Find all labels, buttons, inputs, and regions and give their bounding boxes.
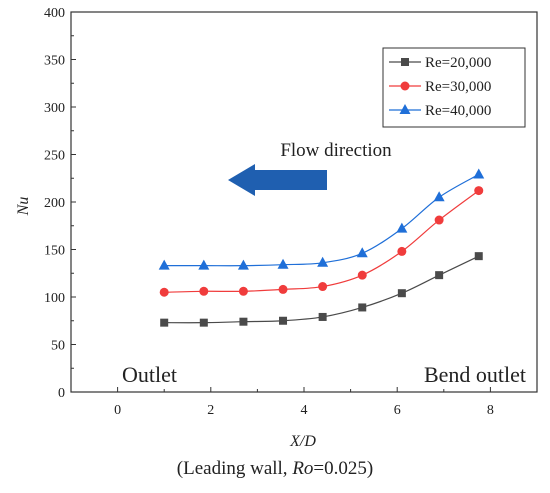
data-point bbox=[435, 271, 444, 280]
y-tick-label: 200 bbox=[44, 196, 65, 211]
data-point bbox=[358, 303, 367, 312]
axis-tick-labels: 0 50 100 150 200 250 300 350 400 0 2 4 6 8 bbox=[44, 6, 494, 418]
y-tick-label: 400 bbox=[44, 6, 65, 21]
data-point bbox=[318, 312, 327, 321]
data-point bbox=[159, 287, 169, 297]
data-point bbox=[397, 289, 406, 298]
legend: Re=20,000 Re=30,000 Re=40,000 bbox=[382, 47, 526, 128]
data-point bbox=[474, 252, 483, 261]
data-point bbox=[199, 286, 209, 296]
flow-arrow-icon bbox=[228, 164, 327, 196]
data-point bbox=[317, 256, 329, 267]
data-point bbox=[277, 258, 289, 269]
x-tick-label: 4 bbox=[301, 403, 308, 418]
legend-label: Re=20,000 bbox=[425, 55, 491, 71]
outlet-label: Outlet bbox=[122, 362, 177, 387]
legend-label: Re=40,000 bbox=[425, 103, 491, 119]
data-point bbox=[158, 259, 170, 270]
bend-outlet-label: Bend outlet bbox=[424, 362, 526, 387]
series-3 bbox=[158, 168, 485, 270]
data-point bbox=[473, 168, 485, 179]
legend-marker bbox=[401, 58, 409, 66]
axis-ticks bbox=[71, 11, 491, 393]
x-tick-label: 2 bbox=[207, 403, 214, 418]
legend-label: Re=30,000 bbox=[425, 79, 491, 95]
y-tick-label: 250 bbox=[44, 149, 65, 164]
y-axis-title: Nu bbox=[15, 197, 32, 217]
data-point bbox=[160, 318, 169, 327]
y-tick-label: 150 bbox=[44, 244, 65, 259]
data-point bbox=[198, 259, 210, 270]
data-point bbox=[278, 284, 288, 294]
x-axis-title: X/D bbox=[289, 433, 316, 450]
y-tick-label: 50 bbox=[51, 339, 65, 354]
y-tick-label: 350 bbox=[44, 54, 65, 69]
series-2 bbox=[159, 186, 484, 297]
data-point bbox=[474, 186, 484, 196]
figure-caption: (Leading wall, Ro=0.025) bbox=[0, 458, 550, 480]
series-layer bbox=[158, 168, 485, 327]
data-point bbox=[356, 247, 368, 258]
data-point bbox=[433, 191, 445, 202]
data-point bbox=[237, 259, 249, 270]
data-point bbox=[279, 316, 288, 325]
data-point bbox=[357, 270, 367, 280]
x-tick-label: 8 bbox=[487, 403, 494, 418]
chart: 0 50 100 150 200 250 300 350 400 0 2 4 6 8 Nu X/D Flo… bbox=[15, 6, 538, 450]
data-point bbox=[318, 282, 328, 292]
data-point bbox=[397, 246, 407, 256]
caption-prefix: (Leading wall, bbox=[176, 458, 293, 479]
data-point bbox=[396, 222, 408, 233]
data-point bbox=[434, 215, 444, 225]
caption-ro-symbol: Ro bbox=[292, 458, 314, 479]
legend-marker bbox=[400, 81, 410, 91]
series-line bbox=[164, 190, 480, 293]
flow-direction-label: Flow direction bbox=[280, 140, 392, 161]
data-point bbox=[238, 286, 248, 296]
y-tick-label: 0 bbox=[58, 386, 65, 401]
y-tick-label: 100 bbox=[44, 291, 65, 306]
data-point bbox=[199, 318, 208, 327]
data-point bbox=[239, 317, 248, 326]
legend-marker bbox=[399, 104, 411, 114]
x-tick-label: 0 bbox=[114, 403, 121, 418]
caption-suffix: =0.025) bbox=[313, 458, 374, 479]
x-tick-label: 6 bbox=[394, 403, 401, 418]
series-1 bbox=[160, 252, 483, 327]
y-tick-label: 300 bbox=[44, 101, 65, 116]
